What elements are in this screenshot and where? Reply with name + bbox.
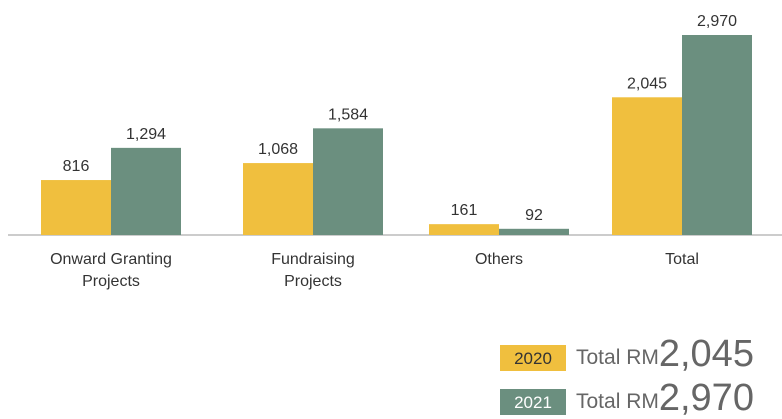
legend-item: 2020 Total RM 2,045 <box>500 335 754 373</box>
bar <box>612 97 682 236</box>
bar <box>499 228 569 235</box>
legend-swatch: 2021 <box>500 389 566 415</box>
legend-prefix: Total RM <box>576 346 659 369</box>
value-label: 2,970 <box>697 13 737 30</box>
value-label: 92 <box>525 207 543 224</box>
bar <box>111 147 181 235</box>
legend-item: 2021 Total RM 2,970 <box>500 379 754 417</box>
bar <box>243 163 313 235</box>
chart: 816 1,294 1,068 1,584 161 92 2,045 2,970 <box>8 13 782 236</box>
bar <box>313 128 383 235</box>
x-tick-label: Fundraising Projects <box>271 251 355 290</box>
x-tick-label: Total <box>665 251 699 268</box>
value-label: 161 <box>451 202 478 219</box>
value-label: 1,294 <box>126 126 166 143</box>
bar <box>429 224 499 235</box>
legend-swatch: 2020 <box>500 345 566 371</box>
value-label: 1,068 <box>258 141 298 158</box>
x-tick-label: Others <box>474 251 523 268</box>
bar <box>41 180 111 235</box>
value-label: 816 <box>63 158 90 175</box>
legend-total: 2,045 <box>658 333 754 375</box>
bar <box>682 35 752 235</box>
value-label: 2,045 <box>627 75 667 92</box>
value-label: 1,584 <box>328 106 368 123</box>
legend-total: 2,970 <box>658 377 754 419</box>
x-tick-label: Onward Granting Projects <box>50 251 172 290</box>
legend-prefix: Total RM <box>576 390 659 413</box>
